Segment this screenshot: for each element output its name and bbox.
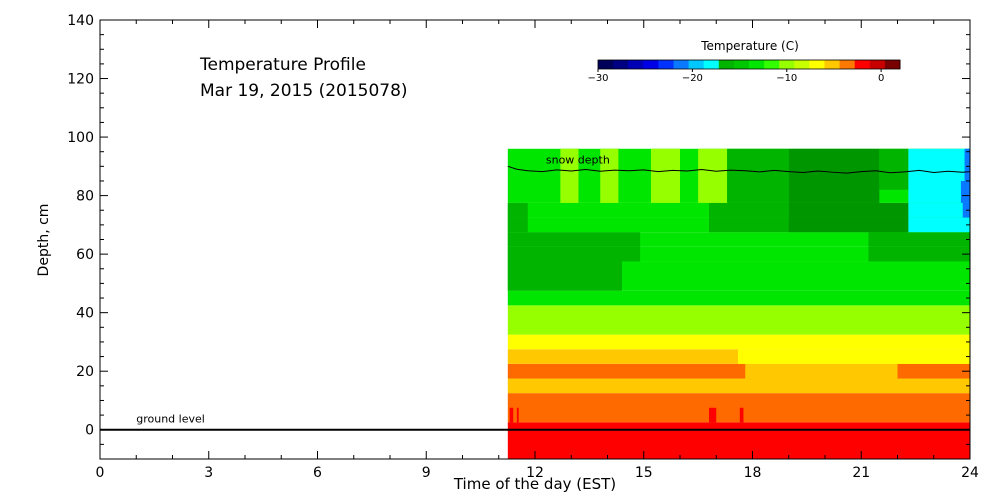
heatmap-band-3: [507, 363, 970, 379]
axis-ticks: 0 3 6 9 12 15 18 21 24 0 20 40 60 80 100 120 140: [67, 13, 979, 481]
colorbar-swatch-12: [779, 60, 795, 69]
snow-depth-annotation: snow depth: [546, 153, 610, 166]
colorbar-swatch-9: [733, 60, 750, 69]
heatmap-segment-9-1: [868, 246, 970, 262]
colorbar-swatch-8: [718, 60, 735, 69]
y-tick-label-1: 20: [76, 364, 94, 380]
colorbar-frame: [597, 59, 901, 70]
heatmap-segment-12-3: [908, 202, 970, 218]
heatmap-band-6: [507, 305, 970, 335]
heatmap-segment-1-1: [516, 407, 519, 423]
heatmap-segment-13-9: [964, 148, 970, 181]
heatmap-band-5: [507, 334, 970, 350]
heatmap-segment-13-3: [698, 148, 728, 203]
heatmap-segment-8-0: [507, 261, 622, 291]
colorbar-swatch-10: [749, 60, 765, 69]
y-axis-label: Depth, cm: [36, 204, 52, 277]
heatmap-segment-10-1: [868, 232, 970, 247]
colorbar-swatch-1: [613, 60, 629, 69]
heatmap-band-7: [507, 290, 970, 306]
heatmap-segment-4-0: [738, 349, 970, 364]
heatmap-segment-13-2: [651, 148, 680, 203]
x-tick-label-4: 12: [526, 465, 544, 481]
heatmap-segment-1-0: [509, 407, 514, 423]
heatmap-segment-10-0: [507, 232, 641, 247]
colorbar-swatch-6: [688, 60, 705, 69]
y-tick-label-0: 0: [85, 423, 94, 439]
colorbar-title: Temperature (C): [700, 39, 799, 53]
colorbar-swatch-4: [658, 60, 674, 69]
colorbar-tick-label-0: −30: [587, 73, 608, 84]
y-tick-label-4: 80: [76, 189, 94, 205]
heatmap-band-2: [507, 378, 970, 394]
snow-depth-line: [507, 165, 971, 174]
x-tick-label-2: 6: [313, 465, 322, 481]
y-tick-label-6: 120: [67, 72, 94, 88]
heatmap-band-0: [507, 422, 970, 459]
heatmap-segment-13-0: [560, 148, 579, 203]
y-tick-label-3: 60: [76, 247, 94, 263]
x-tick-label-1: 3: [204, 465, 213, 481]
y-tick-label-2: 40: [76, 306, 94, 322]
colorbar-legend: −30 −20 −10 0: [587, 59, 901, 84]
heatmap-cells: [507, 148, 970, 459]
heatmap-segment-1-3: [739, 407, 744, 423]
heatmap-segment-13-8: [960, 180, 970, 203]
x-tick-label-8: 24: [961, 465, 979, 481]
heatmap-segment-11-2: [788, 217, 909, 233]
colorbar-tick-label-2: −10: [776, 73, 797, 84]
x-tick-label-7: 21: [852, 465, 870, 481]
heatmap-segment-13-7: [908, 148, 970, 203]
heatmap-segment-12-0: [507, 202, 528, 218]
colorbar-swatch-14: [809, 60, 825, 69]
colorbar-tick-label-1: −20: [682, 73, 703, 84]
x-tick-label-0: 0: [96, 465, 105, 481]
colorbar-swatch-11: [764, 60, 780, 69]
colorbar-swatch-3: [643, 60, 659, 69]
heatmap-band-1: [507, 393, 970, 423]
heatmap-segment-12-2: [788, 202, 909, 218]
colorbar-swatch-7: [703, 60, 720, 69]
colorbar-swatch-5: [673, 60, 690, 69]
chart-title-line1: Temperature Profile: [199, 55, 366, 75]
heatmap-segment-1-2: [709, 407, 717, 423]
chart-title-line2: Mar 19, 2015 (2015078): [200, 81, 408, 101]
colorbar-swatch-2: [628, 60, 644, 69]
colorbar-swatch-0: [598, 60, 614, 69]
heatmap-segment-13-4: [727, 148, 789, 203]
x-tick-label-5: 15: [635, 465, 653, 481]
heatmap-segment-11-0: [507, 217, 528, 233]
colorbar-swatch-16: [839, 60, 856, 69]
colorbar-swatch-17: [854, 60, 871, 69]
colorbar-swatch-13: [794, 60, 810, 69]
colorbar-swatch-19: [884, 60, 901, 69]
heatmap-segment-3-0: [745, 363, 898, 379]
colorbar-swatch-15: [824, 60, 841, 69]
colorbar-swatch-18: [869, 60, 886, 69]
heatmap-segment-11-3: [908, 217, 970, 233]
heatmap-segment-12-1: [709, 202, 789, 218]
heatmap-segment-13-5: [788, 148, 880, 203]
heatmap-segment-13-6: [879, 148, 909, 190]
y-tick-label-5: 100: [67, 130, 94, 146]
colorbar-tick-label-3: 0: [878, 73, 884, 84]
x-tick-label-3: 9: [422, 465, 431, 481]
x-axis-label: Time of the day (EST): [453, 475, 616, 493]
y-tick-label-7: 140: [67, 13, 94, 29]
heatmap-segment-13-1: [600, 148, 619, 203]
x-tick-label-6: 18: [744, 465, 762, 481]
ground-level-annotation: ground level: [136, 412, 205, 425]
heatmap-segment-9-0: [507, 246, 641, 262]
